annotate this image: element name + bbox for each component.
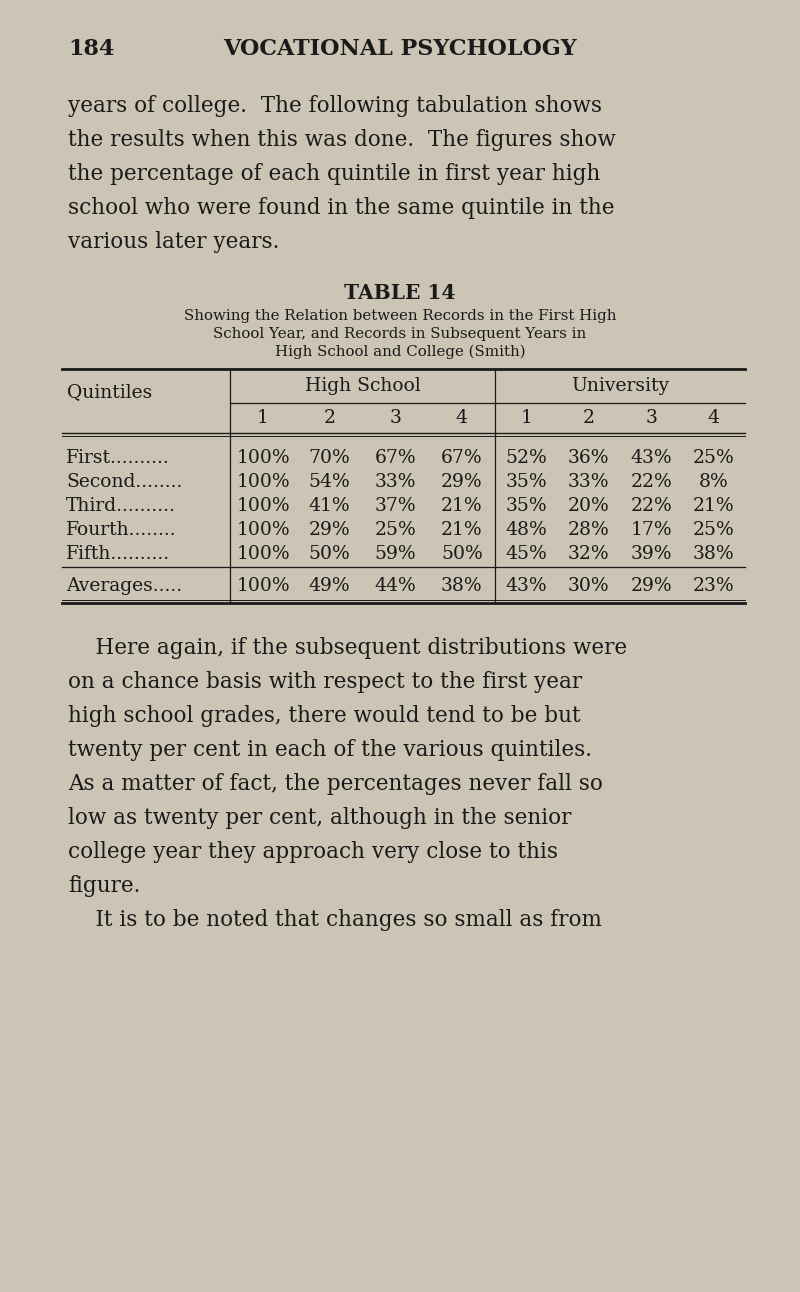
Text: Showing the Relation between Records in the First High: Showing the Relation between Records in … <box>184 309 616 323</box>
Text: 21%: 21% <box>693 497 734 516</box>
Text: 21%: 21% <box>441 497 482 516</box>
Text: 1: 1 <box>257 410 269 426</box>
Text: 4: 4 <box>456 410 468 426</box>
Text: 50%: 50% <box>441 545 482 563</box>
Text: 43%: 43% <box>630 450 672 466</box>
Text: 28%: 28% <box>568 521 610 539</box>
Text: 25%: 25% <box>693 521 734 539</box>
Text: 1: 1 <box>520 410 532 426</box>
Text: 100%: 100% <box>236 545 290 563</box>
Text: 48%: 48% <box>506 521 547 539</box>
Text: 33%: 33% <box>375 473 416 491</box>
Text: 22%: 22% <box>630 497 672 516</box>
Text: 32%: 32% <box>568 545 610 563</box>
Text: 4: 4 <box>708 410 720 426</box>
Text: It is to be noted that changes so small as from: It is to be noted that changes so small … <box>68 910 602 932</box>
Text: 3: 3 <box>646 410 657 426</box>
Text: Averages.....: Averages..... <box>66 578 182 596</box>
Text: 33%: 33% <box>568 473 610 491</box>
Text: 70%: 70% <box>309 450 350 466</box>
Text: 38%: 38% <box>441 578 482 596</box>
Text: on a chance basis with respect to the first year: on a chance basis with respect to the fi… <box>68 671 582 693</box>
Text: TABLE 14: TABLE 14 <box>344 283 456 304</box>
Text: 52%: 52% <box>506 450 547 466</box>
Text: various later years.: various later years. <box>68 231 279 253</box>
Text: high school grades, there would tend to be but: high school grades, there would tend to … <box>68 705 581 727</box>
Text: Quintiles: Quintiles <box>67 382 152 401</box>
Text: 41%: 41% <box>309 497 350 516</box>
Text: Third..........: Third.......... <box>66 497 176 516</box>
Text: 49%: 49% <box>309 578 350 596</box>
Text: Fourth........: Fourth........ <box>66 521 177 539</box>
Text: 67%: 67% <box>375 450 417 466</box>
Text: Fifth..........: Fifth.......... <box>66 545 170 563</box>
Text: 38%: 38% <box>693 545 734 563</box>
Text: 184: 184 <box>68 37 114 59</box>
Text: 100%: 100% <box>236 578 290 596</box>
Text: years of college.  The following tabulation shows: years of college. The following tabulati… <box>68 96 602 118</box>
Text: college year they approach very close to this: college year they approach very close to… <box>68 841 558 863</box>
Text: 37%: 37% <box>375 497 417 516</box>
Text: 29%: 29% <box>309 521 350 539</box>
Text: 21%: 21% <box>441 521 482 539</box>
Text: figure.: figure. <box>68 875 140 897</box>
Text: 59%: 59% <box>375 545 417 563</box>
Text: Second........: Second........ <box>66 473 182 491</box>
Text: University: University <box>571 377 669 395</box>
Text: the results when this was done.  The figures show: the results when this was done. The figu… <box>68 129 616 151</box>
Text: 44%: 44% <box>374 578 417 596</box>
Text: school who were found in the same quintile in the: school who were found in the same quinti… <box>68 196 614 220</box>
Text: 25%: 25% <box>374 521 417 539</box>
Text: Here again, if the subsequent distributions were: Here again, if the subsequent distributi… <box>68 637 627 659</box>
Text: 2: 2 <box>582 410 594 426</box>
Text: 25%: 25% <box>693 450 734 466</box>
Text: 100%: 100% <box>236 521 290 539</box>
Text: 54%: 54% <box>309 473 350 491</box>
Text: 20%: 20% <box>568 497 610 516</box>
Text: 30%: 30% <box>568 578 610 596</box>
Text: low as twenty per cent, although in the senior: low as twenty per cent, although in the … <box>68 808 571 829</box>
Text: 22%: 22% <box>630 473 672 491</box>
Text: 8%: 8% <box>699 473 729 491</box>
Text: 67%: 67% <box>441 450 482 466</box>
Text: As a matter of fact, the percentages never fall so: As a matter of fact, the percentages nev… <box>68 773 603 795</box>
Text: High School and College (Smith): High School and College (Smith) <box>274 345 526 359</box>
Text: twenty per cent in each of the various quintiles.: twenty per cent in each of the various q… <box>68 739 592 761</box>
Text: 100%: 100% <box>236 497 290 516</box>
Text: 45%: 45% <box>506 545 547 563</box>
Text: 2: 2 <box>323 410 335 426</box>
Text: 36%: 36% <box>568 450 610 466</box>
Text: 100%: 100% <box>236 473 290 491</box>
Text: 35%: 35% <box>506 497 547 516</box>
Text: VOCATIONAL PSYCHOLOGY: VOCATIONAL PSYCHOLOGY <box>223 37 577 59</box>
Text: High School: High School <box>305 377 420 395</box>
Text: 100%: 100% <box>236 450 290 466</box>
Text: 35%: 35% <box>506 473 547 491</box>
Text: School Year, and Records in Subsequent Years in: School Year, and Records in Subsequent Y… <box>214 327 586 341</box>
Text: 39%: 39% <box>630 545 672 563</box>
Text: 43%: 43% <box>506 578 547 596</box>
Text: the percentage of each quintile in first year high: the percentage of each quintile in first… <box>68 163 600 185</box>
Text: 3: 3 <box>390 410 402 426</box>
Text: First..........: First.......... <box>66 450 170 466</box>
Text: 17%: 17% <box>630 521 672 539</box>
Text: 29%: 29% <box>441 473 482 491</box>
Text: 29%: 29% <box>630 578 672 596</box>
Text: 23%: 23% <box>693 578 734 596</box>
Text: 50%: 50% <box>309 545 350 563</box>
